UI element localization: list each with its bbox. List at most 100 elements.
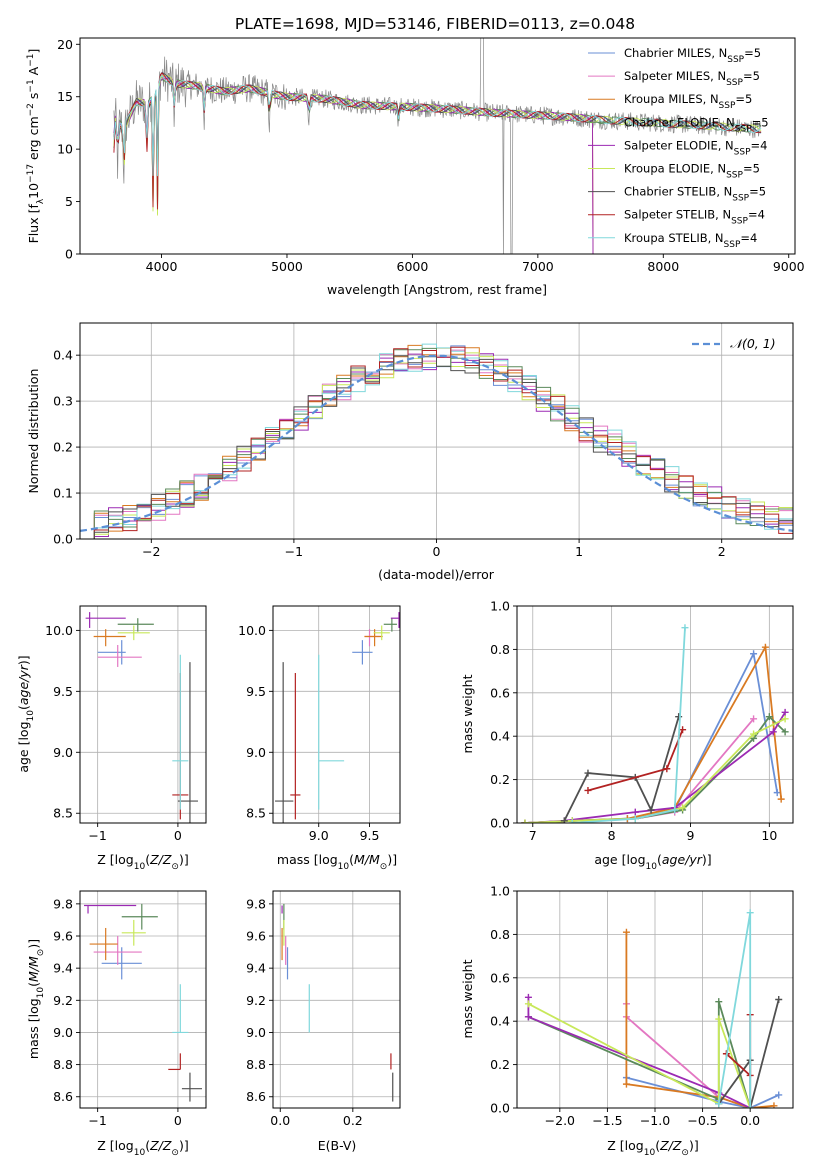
y-tick-label: 9.4: [53, 961, 73, 976]
y-axis-label: mass weight: [460, 959, 475, 1038]
weight-marker: [746, 1104, 754, 1108]
weight-marker: [584, 786, 592, 794]
weight-line: [572, 627, 686, 823]
x-axis-label: Z [log10(Z/Z⊙)]: [607, 1138, 698, 1158]
weight-marker: [750, 730, 758, 738]
weight-marker: [584, 769, 592, 777]
axes-frame: [79, 890, 207, 1109]
y-tick-label: 8.6: [53, 1089, 73, 1104]
x-tick-label: 6000: [397, 259, 429, 274]
x-tick-label: 1: [575, 544, 583, 559]
plot-area-massweight-vs-age: [521, 624, 789, 823]
x-tick-label: 9.0: [309, 828, 329, 843]
weight-marker: [671, 806, 679, 814]
x-tick-label: −1: [285, 544, 303, 559]
x-tick-label: 8000: [647, 259, 679, 274]
y-tick-label: 0.1: [53, 486, 73, 501]
x-tick-label: 9000: [773, 259, 805, 274]
weight-line: [527, 997, 751, 1108]
weight-marker: [750, 715, 758, 723]
plot-area-mass-vs-Z: [84, 903, 202, 1102]
weight-marker: [775, 996, 783, 1003]
weight-marker: [622, 1080, 630, 1088]
weight-marker: [675, 713, 683, 721]
weight-marker: [781, 715, 789, 723]
legend-entry: Salpeter MILES, NSSP=5: [624, 69, 760, 88]
y-tick-label: 10: [57, 142, 73, 157]
weight-marker: [681, 624, 689, 632]
y-tick-label: 0.6: [490, 685, 510, 700]
x-axis-label: E(B-V): [318, 1138, 357, 1153]
weight-marker: [631, 808, 639, 816]
x-axis-label: (data-model)/error: [378, 567, 495, 582]
y-axis-label: Normed distribution: [26, 369, 41, 494]
y-tick-label: 0.2: [490, 1057, 510, 1072]
x-tick-label: 4000: [146, 259, 178, 274]
y-tick-label: 0.6: [490, 970, 510, 985]
y-tick-label: 9.6: [53, 929, 73, 944]
axes-frame: [79, 37, 796, 255]
y-tick-label: 9.0: [53, 1025, 73, 1040]
weight-marker: [775, 1091, 783, 1099]
x-tick-label: 0: [174, 828, 182, 843]
weight-line: [587, 729, 684, 792]
x-tick-label: −0.5: [687, 1113, 717, 1128]
x-tick-label: −2: [142, 544, 160, 559]
weight-marker: [765, 713, 773, 721]
y-tick-label: 8.8: [246, 1057, 266, 1072]
x-axis-label: wavelength [Angstrom, rest frame]: [327, 282, 547, 297]
y-tick-label: 1.0: [490, 599, 510, 614]
x-tick-label: −1: [88, 1113, 106, 1128]
x-tick-label: 2: [718, 544, 726, 559]
plot-area-age-vs-Z: [85, 612, 198, 823]
y-tick-label: 9.5: [246, 684, 266, 699]
x-tick-label: 7000: [522, 259, 554, 274]
plot-area-residuals: [80, 343, 793, 539]
y-axis-label: mass weight: [460, 674, 475, 753]
y-tick-label: 15: [57, 89, 73, 104]
axes-frame: [516, 605, 794, 824]
y-axis-label: age [log10(age/yr)]: [16, 655, 36, 772]
weight-line: [527, 1003, 752, 1108]
x-tick-label: 0.0: [740, 1113, 760, 1128]
weight-marker: [524, 1000, 532, 1008]
x-tick-label: 8: [608, 828, 616, 843]
y-tick-label: 20: [57, 37, 73, 52]
legend: Chabrier MILES, NSSP=5 Salpeter MILES, NS…: [588, 46, 769, 250]
x-tick-label: 10: [761, 828, 777, 843]
histogram-step: [80, 355, 793, 539]
weight-marker: [679, 804, 687, 812]
y-tick-label: 8.6: [246, 1089, 266, 1104]
legend-entry: Kroupa ELODIE, NSSP=5: [624, 162, 760, 181]
y-tick-label: 0.4: [53, 348, 73, 363]
plot-area-spectrum: [113, 38, 762, 254]
weight-marker: [560, 817, 568, 823]
legend-entry: Chabrier STELIB, NSSP=5: [624, 185, 766, 204]
x-tick-label: 0.2: [343, 1113, 363, 1128]
x-axis-label: Z [log10(Z/Z⊙)]: [97, 1138, 188, 1158]
y-tick-label: 10.0: [45, 623, 73, 638]
y-tick-label: 0.4: [490, 1014, 510, 1029]
panel-massweight-vs-age: 7 8 9 10 0.0 0.2 0.4 0.6 0.8 1.0: [490, 599, 794, 843]
normal-reference-curve: [80, 354, 793, 532]
y-tick-label: 0.0: [490, 1101, 510, 1116]
y-tick-label: 0.2: [490, 772, 510, 787]
y-tick-label: 9.0: [246, 745, 266, 760]
x-tick-label: 0: [433, 544, 441, 559]
weight-marker: [679, 726, 687, 734]
panel-mass-vs-ebv: 0.0 0.2 8.6 8.8 9.0 9.2 9.4 9.6 9.8: [246, 890, 401, 1128]
y-tick-label: 0.8: [490, 927, 510, 942]
spectrum-model-line: [113, 76, 594, 254]
y-tick-label: 9.8: [246, 896, 266, 911]
x-tick-label: −2.0: [545, 1113, 575, 1128]
spectrum-model-line: [113, 74, 762, 216]
weight-marker: [773, 789, 781, 797]
weight-marker: [622, 928, 630, 936]
legend-entry: Chabrier MILES, NSSP=5: [624, 46, 761, 65]
legend-entry: Salpeter STELIB, NSSP=4: [624, 208, 765, 227]
plot-area-mass-vs-ebv: [281, 903, 394, 1102]
x-tick-label: −1.0: [640, 1113, 670, 1128]
weight-line: [626, 1076, 780, 1108]
y-tick-label: 1.0: [490, 884, 510, 899]
